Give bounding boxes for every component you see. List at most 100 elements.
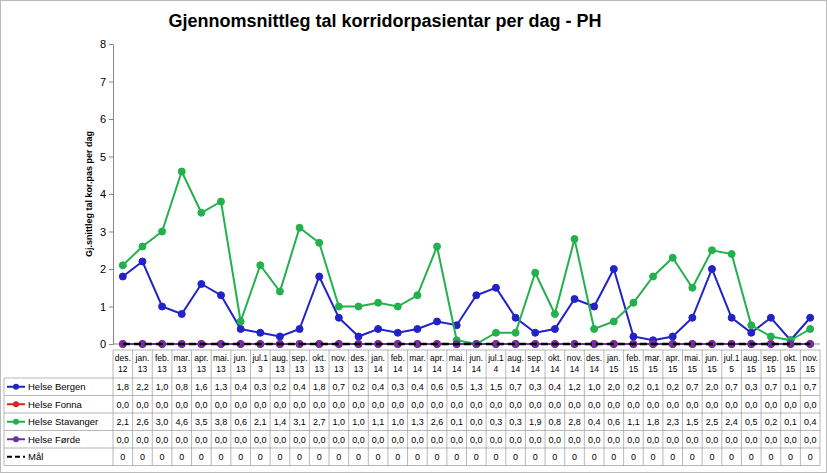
data-table: des.12jan.13feb.13mar.13apr.13mai.13jun.…	[4, 350, 820, 466]
category-label: jul.13	[251, 353, 268, 374]
y-tick-mark	[109, 157, 113, 158]
category-label: jun.13	[233, 353, 248, 374]
y-axis-title: Gj.snittleg tal kor.pas per dag	[84, 131, 94, 257]
table-value: 0,0	[686, 400, 699, 410]
table-value: 0,3	[529, 382, 542, 392]
table-rule	[4, 413, 820, 414]
series-marker	[571, 236, 578, 243]
table-value: 0,0	[666, 400, 679, 410]
table-value: 0,0	[431, 400, 444, 410]
table-value: 2,1	[117, 417, 130, 427]
table-value: 0,0	[666, 435, 679, 445]
category-label: mai.13	[213, 353, 229, 374]
y-axis-line	[109, 45, 114, 345]
table-value: 0,0	[274, 435, 287, 445]
table-value: 0,7	[765, 382, 778, 392]
table-value: 0,3	[745, 382, 758, 392]
series-marker	[708, 266, 715, 273]
table-value: 0,0	[765, 435, 778, 445]
table-value: 0,0	[529, 435, 542, 445]
table-value: 0	[592, 452, 597, 462]
category-label: des.13	[350, 353, 366, 374]
series-marker	[434, 243, 441, 250]
table-value: 0,0	[450, 435, 463, 445]
table-value: 0,0	[156, 400, 169, 410]
table-value: 0,0	[333, 400, 346, 410]
legend-label: Helse Bergen	[28, 381, 86, 392]
table-value: 0,7	[333, 382, 346, 392]
series-marker	[571, 296, 578, 303]
category-label: des.14	[586, 353, 602, 374]
table-value: 0,4	[804, 417, 817, 427]
category-label: aug.15	[743, 353, 760, 374]
table-value: 0,7	[686, 382, 699, 392]
series-marker	[414, 326, 421, 333]
table-value: 1,6	[195, 382, 208, 392]
table-value: 0	[219, 452, 224, 462]
series-line	[123, 172, 810, 345]
table-value: 0	[670, 452, 675, 462]
series-marker	[512, 314, 519, 321]
table-value: 0,0	[293, 435, 306, 445]
category-label: feb.15	[626, 353, 640, 374]
category-label: jul.15	[723, 353, 740, 374]
table-value: 0,2	[627, 382, 640, 392]
table-value: 0,0	[254, 435, 267, 445]
series-marker	[139, 258, 146, 265]
table-value: 0	[435, 452, 440, 462]
series-marker	[434, 318, 441, 325]
series-marker	[807, 326, 814, 333]
y-tick-mark	[109, 307, 113, 308]
table-value: 0	[533, 452, 538, 462]
series-marker	[807, 314, 814, 321]
table-value: 0,0	[352, 435, 365, 445]
series-marker	[650, 273, 657, 280]
series-marker	[276, 333, 283, 340]
series-marker	[748, 329, 755, 336]
legend-marker	[13, 384, 19, 390]
table-value: 0,0	[725, 435, 738, 445]
table-value: 0,0	[215, 435, 228, 445]
table-value: 0	[297, 452, 302, 462]
table-value: 1,8	[117, 382, 130, 392]
table-value: 0,0	[372, 400, 385, 410]
table-value: 0,8	[175, 382, 188, 392]
y-tick: 8	[100, 38, 113, 50]
series-marker	[551, 326, 558, 333]
legend-marker	[13, 419, 19, 425]
table-value: 0	[572, 452, 577, 462]
series-marker	[689, 314, 696, 321]
table-value: 0,0	[234, 435, 247, 445]
table-value: 0,0	[234, 400, 247, 410]
table-value: 0,0	[195, 435, 208, 445]
series-marker	[610, 266, 617, 273]
table-value: 0,3	[392, 382, 405, 392]
chart: Gjennomsnittleg tal korridorpasientar pe…	[0, 0, 827, 473]
table-value: 1,9	[529, 417, 542, 427]
table-value: 0	[709, 452, 714, 462]
table-value: 0,0	[706, 400, 719, 410]
table-value: 0	[415, 452, 420, 462]
table-value: 2,5	[706, 417, 719, 427]
table-value: 0	[140, 452, 145, 462]
y-tick: 3	[100, 226, 113, 238]
table-value: 0,0	[686, 435, 699, 445]
category-label: sep.14	[527, 353, 543, 374]
series-marker	[630, 333, 637, 340]
category-label: nov.13	[331, 353, 346, 374]
y-tick-mark	[109, 82, 113, 83]
series-marker	[296, 326, 303, 333]
category-label: jul.14	[487, 353, 504, 374]
y-tick-label: 6	[100, 113, 106, 125]
y-tick-mark	[109, 44, 113, 45]
series-marker	[237, 326, 244, 333]
table-value: 0,2	[765, 417, 778, 427]
y-tick-label: 1	[100, 301, 106, 313]
table-rule	[4, 430, 820, 431]
category-label: mai.15	[684, 353, 700, 374]
table-value: 0	[317, 452, 322, 462]
table-rule	[4, 378, 820, 379]
series-marker	[767, 314, 774, 321]
table-value: 1,0	[333, 417, 346, 427]
table-value: 0	[336, 452, 341, 462]
